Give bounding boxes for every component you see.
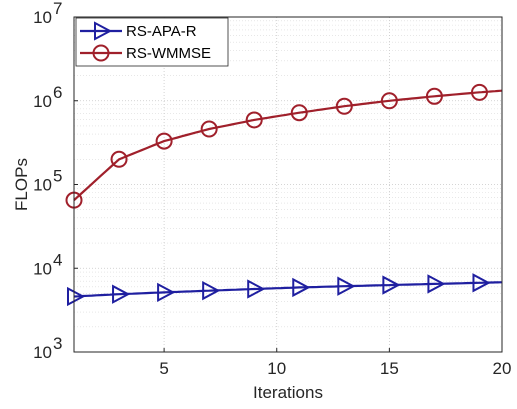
series-rs-apa-r [67, 273, 502, 307]
y-tick-label: 10 [33, 176, 52, 195]
data-point [470, 83, 488, 101]
data-point [425, 87, 443, 105]
y-axis-label: FLOPs [12, 158, 31, 211]
y-tick-label: 10 [33, 259, 52, 278]
legend-item-rs-wmmse: RS-WMMSE [80, 44, 211, 62]
data-point [157, 282, 176, 303]
series-line [73, 89, 503, 202]
x-tick-label: 5 [159, 359, 168, 378]
series-rs-wmmse [65, 83, 503, 209]
y-tick-label: 10 [33, 343, 52, 362]
data-point [247, 279, 266, 299]
legend-label: RS-WMMSE [126, 45, 211, 62]
data-point [200, 120, 218, 138]
y-tick-label: 10 [33, 92, 52, 111]
y-tick-exponent: 7 [53, 0, 62, 18]
data-point [472, 273, 491, 293]
data-point [155, 132, 173, 150]
x-tick-label: 10 [267, 359, 286, 378]
data-point [245, 111, 263, 129]
x-tick-label: 20 [493, 359, 512, 378]
y-tick-exponent: 6 [53, 83, 62, 102]
data-point [110, 150, 128, 168]
y-tick-exponent: 3 [53, 334, 62, 353]
data-point [380, 92, 398, 110]
y-tick-exponent: 5 [53, 167, 62, 186]
x-tick-label: 15 [380, 359, 399, 378]
y-tick-exponent: 4 [53, 250, 62, 269]
y-tick-label: 10 [33, 8, 52, 27]
legend-marker [92, 44, 110, 62]
data-point [337, 276, 356, 296]
data-point [112, 284, 131, 304]
data-point [202, 280, 221, 301]
legend-item-rs-apa-r: RS-APA-R [80, 21, 197, 41]
series-line [73, 281, 502, 298]
data-point [335, 97, 353, 115]
legend-label: RS-APA-R [126, 23, 197, 40]
x-axis-label: Iterations [253, 383, 323, 402]
data-point [382, 275, 401, 295]
data-point [427, 274, 446, 294]
data-point [292, 277, 311, 298]
data-point [290, 104, 308, 122]
series-layer [65, 83, 503, 307]
data-point [67, 286, 86, 307]
legend: RS-APA-R RS-WMMSE [75, 17, 229, 67]
legend-marker [94, 21, 113, 41]
